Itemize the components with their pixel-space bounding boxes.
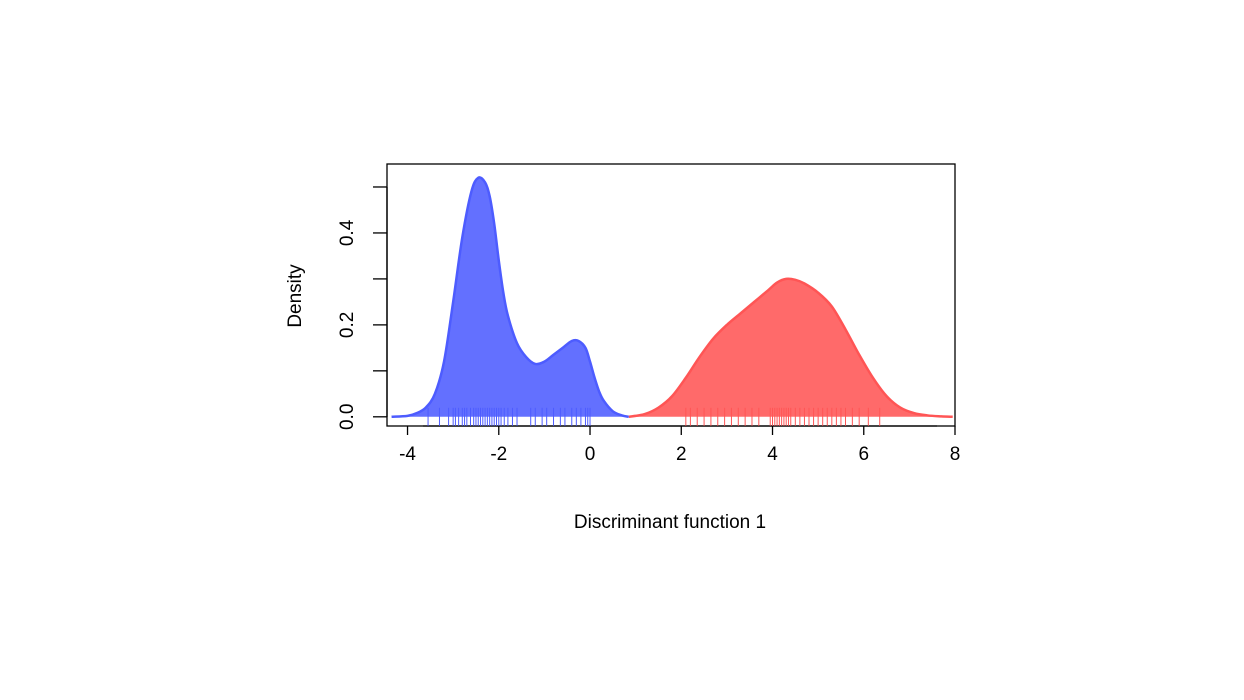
x-axis-ticks: -4 -2 0 2 4 6 8 xyxy=(399,426,960,465)
y-tick-label: 0.4 xyxy=(337,219,358,246)
y-axis-ticks: 0.0 0.2 0.4 xyxy=(337,186,387,430)
density-series-group xyxy=(391,176,953,419)
x-tick-label: -2 xyxy=(490,444,507,465)
x-tick-label: 4 xyxy=(767,444,778,465)
x-axis-label: Discriminant function 1 xyxy=(574,512,766,533)
density-line-1 xyxy=(391,176,630,419)
x-tick-label: 6 xyxy=(858,444,869,465)
density-area-1 xyxy=(391,177,629,417)
x-tick-label: 2 xyxy=(676,444,687,465)
density-area-2 xyxy=(628,278,953,417)
x-tick-label: 0 xyxy=(585,444,596,465)
x-tick-label: -4 xyxy=(399,444,416,465)
y-tick-label: 0.0 xyxy=(337,404,358,430)
x-tick-label: 8 xyxy=(950,444,961,465)
y-tick-label: 0.2 xyxy=(337,312,358,338)
rug-group xyxy=(427,407,881,426)
y-axis-label: Density xyxy=(285,264,306,328)
density-line-2 xyxy=(628,277,953,419)
